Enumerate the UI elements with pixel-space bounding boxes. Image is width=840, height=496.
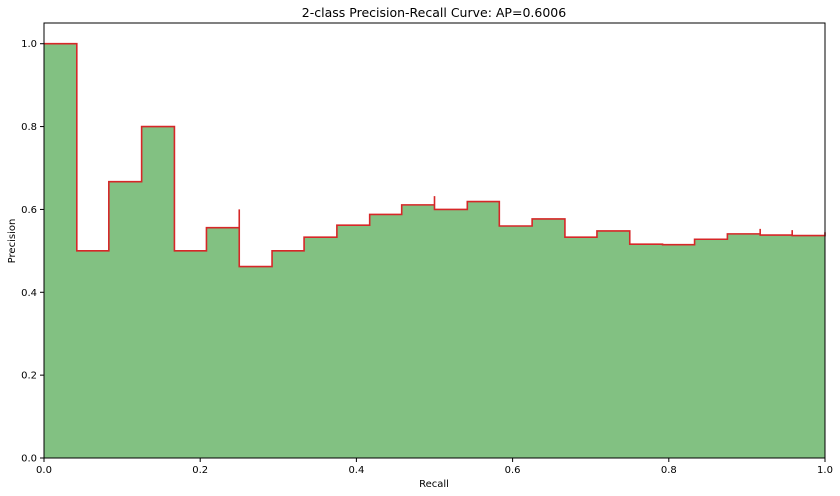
x-tick-label: 0.6: [505, 465, 521, 476]
y-tick-label: 0.4: [21, 288, 37, 299]
plot-area: [44, 42, 826, 459]
y-axis-ticks: 0.0 0.2 0.4 0.6 0.8 1.0: [21, 39, 44, 465]
y-tick-label: 0.2: [21, 371, 37, 382]
x-tick-label: 0.2: [192, 465, 208, 476]
x-tick-label: 0.4: [348, 465, 364, 476]
y-tick-label: 0.8: [21, 122, 37, 133]
y-axis-label: Precision: [7, 219, 18, 264]
y-tick-label: 1.0: [21, 39, 37, 50]
x-tick-label: 0.8: [661, 465, 677, 476]
x-axis-ticks: 0.0 0.2 0.4 0.6 0.8 1.0: [36, 458, 833, 476]
pr-area-fill: [44, 43, 825, 459]
chart-title: 2-class Precision-Recall Curve: AP=0.600…: [302, 5, 566, 20]
y-tick-label: 0.0: [21, 454, 37, 465]
x-tick-label: 1.0: [817, 465, 833, 476]
pr-step-line: [44, 42, 826, 268]
x-tick-label: 0.0: [36, 465, 52, 476]
x-axis-label: Recall: [419, 479, 449, 490]
plot-frame: [43, 22, 826, 459]
y-tick-label: 0.6: [21, 205, 37, 216]
